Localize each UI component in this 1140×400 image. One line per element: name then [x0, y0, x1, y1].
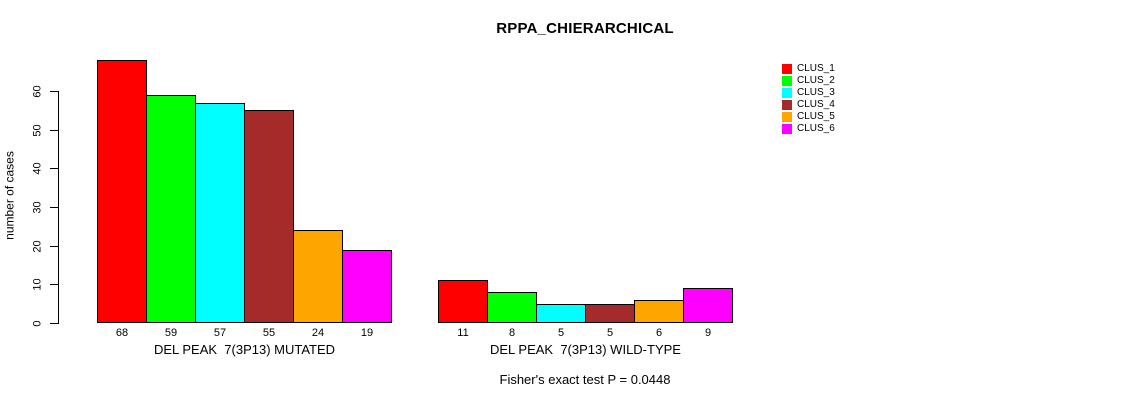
y-tick-label: 40: [31, 162, 44, 175]
legend-item: CLUS_3: [782, 87, 835, 99]
legend-item: CLUS_5: [782, 111, 835, 123]
y-tick: [50, 323, 58, 324]
bar: [683, 288, 733, 323]
y-axis-label: number of cases: [2, 151, 17, 240]
legend-label: CLUS_3: [797, 87, 835, 98]
bar: [97, 60, 147, 323]
bar: [293, 230, 343, 323]
legend-swatch: [782, 88, 792, 98]
bar-value-label: 24: [311, 327, 325, 339]
bar-value-label: 9: [704, 327, 712, 339]
y-tick: [50, 207, 58, 208]
legend-label: CLUS_1: [797, 63, 835, 74]
y-tick-label: 30: [31, 201, 44, 214]
bar: [342, 250, 392, 323]
bar: [536, 304, 586, 323]
bar-value-label: 8: [508, 327, 516, 339]
bar-value-label: 55: [262, 327, 276, 339]
y-tick-label: 20: [31, 240, 44, 253]
x-group-label: DEL PEAK 7(3P13) MUTATED: [153, 342, 336, 357]
bar-value-label: 5: [606, 327, 614, 339]
bar-value-label: 68: [115, 327, 129, 339]
legend-swatch: [782, 100, 792, 110]
bar-value-label: 59: [164, 327, 178, 339]
bar-value-label: 19: [360, 327, 374, 339]
bar-value-label: 11: [457, 327, 469, 339]
legend: CLUS_1 CLUS_2 CLUS_3 CLUS_4 CLUS_5 CLUS_6: [782, 63, 835, 135]
bar: [634, 300, 684, 323]
bar-value-label: 5: [557, 327, 565, 339]
legend-item: CLUS_2: [782, 75, 835, 87]
y-tick: [50, 284, 58, 285]
y-tick-label: 50: [31, 124, 44, 137]
y-tick: [50, 91, 58, 92]
bar: [438, 280, 488, 323]
chart-title: RPPA_CHIERARCHICAL: [496, 20, 674, 37]
legend-label: CLUS_6: [797, 123, 835, 134]
legend-swatch: [782, 112, 792, 122]
bar: [146, 95, 196, 323]
legend-item: CLUS_6: [782, 123, 835, 135]
legend-item: CLUS_4: [782, 99, 835, 111]
bar-value-label: 6: [655, 327, 663, 339]
bar: [244, 110, 294, 323]
y-axis-line: [58, 91, 59, 324]
legend-swatch: [782, 64, 792, 74]
legend-swatch: [782, 124, 792, 134]
legend-swatch: [782, 76, 792, 86]
bar: [487, 292, 537, 323]
y-tick-label: 0: [31, 320, 44, 327]
bar: [585, 304, 635, 323]
bar-value-label: 57: [213, 327, 227, 339]
y-tick: [50, 130, 58, 131]
y-tick-label: 10: [31, 278, 44, 291]
y-tick-label: 60: [31, 85, 44, 98]
footnote-fisher-test: Fisher's exact test P = 0.0448: [499, 372, 671, 387]
legend-label: CLUS_5: [797, 111, 835, 122]
legend-label: CLUS_4: [797, 99, 835, 110]
y-tick: [50, 168, 58, 169]
legend-item: CLUS_1: [782, 63, 835, 75]
legend-label: CLUS_2: [797, 75, 835, 86]
bar: [195, 103, 245, 323]
x-group-label: DEL PEAK 7(3P13) WILD-TYPE: [490, 342, 681, 357]
y-tick: [50, 246, 58, 247]
